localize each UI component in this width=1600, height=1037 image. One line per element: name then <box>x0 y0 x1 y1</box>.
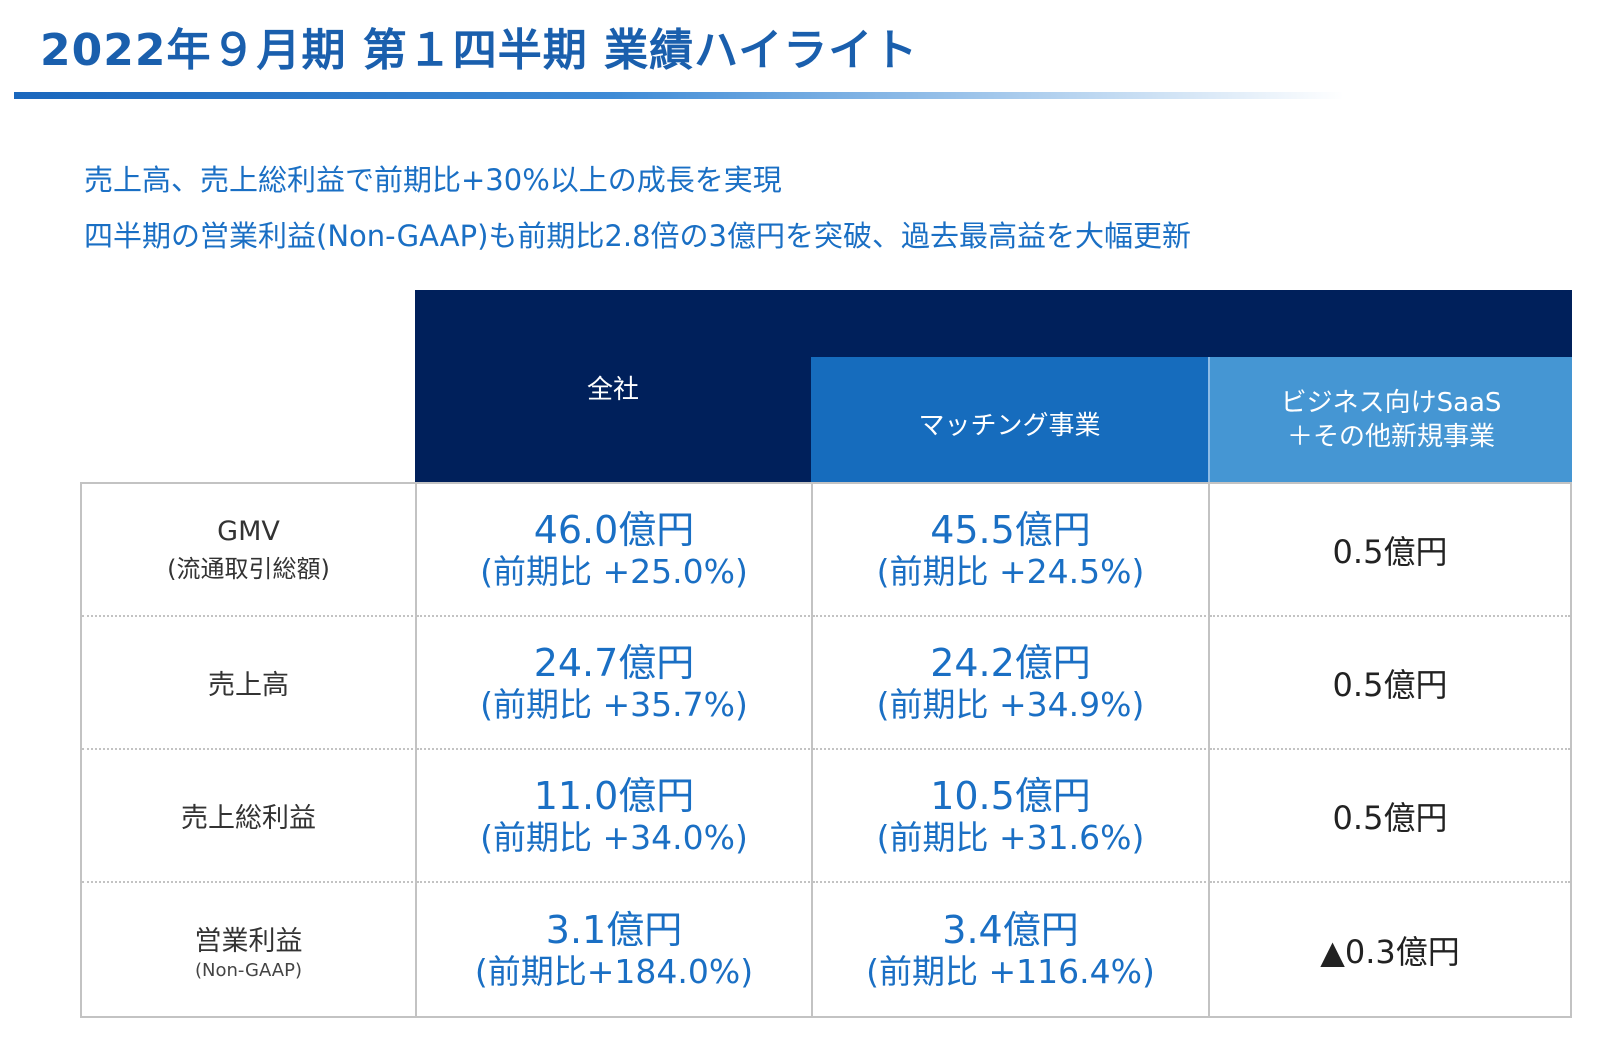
row-label-sales: 売上高 <box>82 617 417 750</box>
cell-saas: 0.5億円 <box>1210 617 1570 750</box>
value: 46.0億円 <box>533 507 695 552</box>
cell-all: 3.1億円 (前期比+184.0%) <box>417 883 813 1016</box>
cell-matching: 3.4億円 (前期比 +116.4%) <box>813 883 1210 1016</box>
page-title: 2022年９月期 第１四半期 業績ハイライト <box>40 25 919 76</box>
row-label-gmv: GMV (流通取引総額) <box>82 484 417 617</box>
cell-all: 11.0億円 (前期比 +34.0%) <box>417 750 813 883</box>
row-label: GMV <box>217 515 280 547</box>
yoy: (前期比 +116.4%) <box>866 951 1155 991</box>
value: 0.5億円 <box>1332 532 1448 571</box>
cell-matching: 24.2億円 (前期比 +34.9%) <box>813 617 1210 750</box>
row-sublabel: (流通取引総額) <box>167 554 330 583</box>
yoy: (前期比 +34.0%) <box>480 817 748 857</box>
cell-matching: 45.5億円 (前期比 +24.5%) <box>813 484 1210 617</box>
value: 3.1億円 <box>545 907 683 952</box>
summary-line-2: 四半期の営業利益(Non-GAAP)も前期比2.8倍の3億円を突破、過去最高益を… <box>84 219 1191 253</box>
value: 45.5億円 <box>930 507 1091 552</box>
cell-all: 46.0億円 (前期比 +25.0%) <box>417 484 813 617</box>
cell-saas: 0.5億円 <box>1210 750 1570 883</box>
value: ▲0.3億円 <box>1320 932 1460 971</box>
cell-matching: 10.5億円 (前期比 +31.6%) <box>813 750 1210 883</box>
yoy: (前期比 +31.6%) <box>876 817 1145 857</box>
value: 11.0億円 <box>533 773 695 818</box>
title-underline <box>14 92 1344 99</box>
row-label-operating-profit: 営業利益 (Non-GAAP) <box>82 883 417 1016</box>
row-label: 売上高 <box>208 670 289 701</box>
summary-text: 売上高、売上総利益で前期比+30%以上の成長を実現 四半期の営業利益(Non-G… <box>84 152 1191 264</box>
header-all-company-label: 全社 <box>586 375 639 405</box>
highlights-table: GMV (流通取引総額) 46.0億円 (前期比 +25.0%) 45.5億円 … <box>80 482 1572 1018</box>
cell-saas: 0.5億円 <box>1210 484 1570 617</box>
value: 3.4億円 <box>942 907 1079 952</box>
table-header-band <box>415 290 1572 357</box>
header-saas: ビジネス向けSaaS ＋その他新規事業 <box>1208 357 1572 482</box>
value: 24.7億円 <box>533 640 695 685</box>
header-saas-label-1: ビジネス向けSaaS <box>1280 387 1502 418</box>
yoy: (前期比 +34.9%) <box>876 684 1145 724</box>
value: 0.5億円 <box>1332 665 1448 704</box>
yoy: (前期比 +25.0%) <box>480 551 748 591</box>
header-all-company: 全社 <box>415 357 811 482</box>
row-label-gross-profit: 売上総利益 <box>82 750 417 883</box>
value: 24.2億円 <box>930 640 1091 685</box>
row-sublabel: (Non-GAAP) <box>194 959 302 981</box>
yoy: (前期比 +35.7%) <box>480 684 748 724</box>
row-label: 営業利益 <box>194 925 303 957</box>
cell-all: 24.7億円 (前期比 +35.7%) <box>417 617 813 750</box>
yoy: (前期比+184.0%) <box>474 951 754 991</box>
summary-line-1: 売上高、売上総利益で前期比+30%以上の成長を実現 <box>84 163 782 197</box>
value: 10.5億円 <box>930 773 1091 818</box>
header-saas-label-2: ＋その他新規事業 <box>1286 421 1495 452</box>
header-matching: マッチング事業 <box>811 357 1208 482</box>
yoy: (前期比 +24.5%) <box>876 551 1145 591</box>
value: 0.5億円 <box>1332 798 1448 837</box>
header-matching-label: マッチング事業 <box>918 411 1101 441</box>
cell-saas: ▲0.3億円 <box>1210 883 1570 1016</box>
row-label: 売上総利益 <box>181 803 316 834</box>
